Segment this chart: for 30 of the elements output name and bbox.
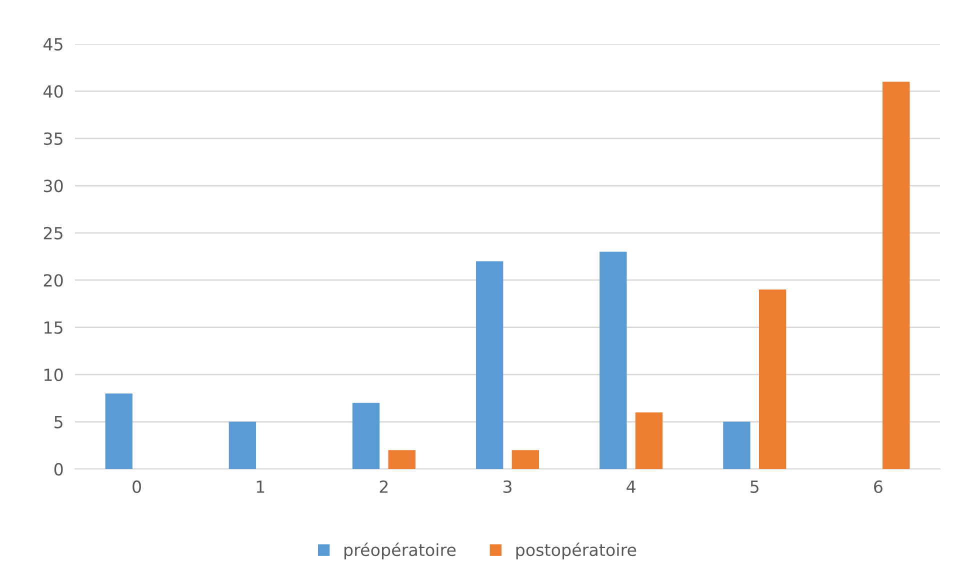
x-tick-label: 3	[503, 480, 512, 494]
y-tick-label: 40	[43, 85, 63, 98]
bar	[512, 450, 540, 469]
x-tick-label: 0	[132, 480, 141, 494]
bar	[105, 393, 132, 469]
y-tick-label: 35	[44, 132, 62, 146]
bar	[600, 252, 627, 469]
legend-label: postopératoire	[516, 542, 636, 560]
y-tick-label: 0	[54, 462, 63, 476]
x-tick-label: 4	[626, 480, 636, 493]
y-tick-label: 10	[44, 368, 63, 382]
bar	[758, 290, 786, 469]
bar	[352, 402, 380, 469]
y-tick-label: 15	[44, 322, 62, 334]
bar	[476, 261, 504, 469]
bar	[228, 422, 256, 469]
x-tick-label: 1	[256, 480, 264, 493]
x-tick-label: 5	[750, 480, 758, 494]
y-tick-label: 25	[44, 226, 62, 240]
x-tick-label: 6	[874, 480, 882, 494]
y-tick-label: 20	[44, 274, 63, 287]
x-tick-label: 2	[380, 480, 388, 493]
bar	[635, 412, 663, 469]
bar	[388, 450, 416, 469]
y-tick-label: 30	[44, 180, 63, 192]
bar	[882, 82, 910, 469]
legend-label: préopératoire	[344, 542, 456, 560]
bar	[723, 422, 750, 469]
y-tick-label: 45	[43, 38, 62, 51]
y-tick-label: 5	[54, 416, 62, 428]
